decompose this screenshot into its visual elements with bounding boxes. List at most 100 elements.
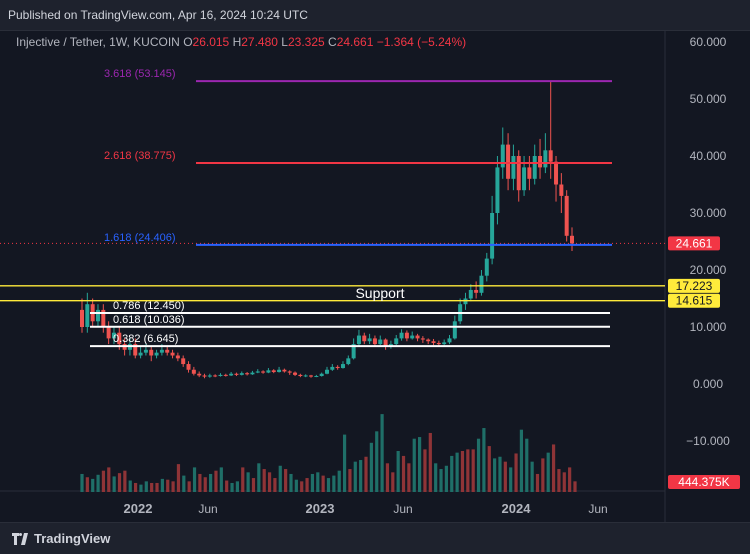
candle-body[interactable]	[85, 304, 90, 327]
symbol-title[interactable]: Injective / Tether, 1W, KUCOIN	[16, 35, 180, 49]
candle-body[interactable]	[319, 373, 324, 377]
candle-body[interactable]	[404, 332, 409, 339]
candle-body[interactable]	[191, 369, 196, 374]
candle-body[interactable]	[538, 156, 543, 168]
candle-body[interactable]	[314, 376, 319, 378]
candle-body[interactable]	[266, 370, 271, 373]
candle-body[interactable]	[511, 156, 516, 179]
candle-body[interactable]	[154, 352, 159, 356]
candle-body[interactable]	[282, 369, 287, 372]
candle-body[interactable]	[426, 339, 431, 342]
candle-body[interactable]	[490, 213, 495, 259]
candle-body[interactable]	[213, 375, 218, 377]
volume-bar	[493, 458, 497, 492]
candle-body[interactable]	[303, 375, 308, 377]
fib-level-label: 2.618 (38.775)	[104, 150, 176, 162]
candle-body[interactable]	[111, 332, 116, 339]
candle-body[interactable]	[298, 374, 303, 377]
candle-body[interactable]	[410, 335, 415, 339]
price-chart[interactable]: 60.000 50.000 40.000 30.000 20.000 10.000 0.00…	[0, 30, 750, 522]
candle-body[interactable]	[138, 352, 143, 356]
candle-body[interactable]	[479, 275, 484, 293]
candle-body[interactable]	[335, 366, 340, 369]
candle-body[interactable]	[245, 373, 250, 375]
candle-body[interactable]	[367, 338, 372, 342]
candle-body[interactable]	[330, 366, 335, 370]
tradingview-brand[interactable]: TradingView	[12, 531, 110, 546]
candle-body[interactable]	[250, 372, 255, 375]
candle-body[interactable]	[143, 349, 148, 353]
candle-body[interactable]	[532, 156, 537, 179]
candle-body[interactable]	[229, 373, 234, 376]
candle-body[interactable]	[468, 289, 473, 299]
candle-body[interactable]	[325, 369, 329, 374]
volume-bar	[391, 472, 395, 492]
candle-body[interactable]	[106, 327, 111, 339]
volume-bar	[182, 475, 186, 492]
candle-body[interactable]	[447, 338, 452, 343]
volume-bar	[439, 469, 443, 492]
candle-body[interactable]	[287, 371, 292, 373]
candle-body[interactable]	[543, 150, 548, 168]
candle-body[interactable]	[175, 355, 180, 359]
candle-body[interactable]	[431, 341, 436, 343]
candle-body[interactable]	[495, 167, 500, 213]
candle-body[interactable]	[80, 309, 84, 327]
candle-body[interactable]	[484, 258, 489, 276]
candle-body[interactable]	[117, 332, 122, 345]
volume-bar	[278, 465, 282, 492]
candle-body[interactable]	[415, 335, 420, 339]
candle-body[interactable]	[170, 352, 175, 356]
candle-body[interactable]	[255, 371, 260, 373]
candle-body[interactable]	[378, 339, 383, 345]
candle-body[interactable]	[309, 375, 314, 377]
volume-bar	[407, 463, 411, 492]
candle-body[interactable]	[452, 321, 457, 339]
candle-body[interactable]	[165, 349, 170, 353]
candle-body[interactable]	[277, 369, 282, 373]
change-value: −1.364 (−5.24%)	[376, 35, 467, 49]
candle-body[interactable]	[234, 373, 239, 375]
x-tick-label: 2022	[124, 501, 153, 516]
candle-body[interactable]	[394, 338, 399, 345]
candle-body[interactable]	[564, 195, 569, 236]
candle-body[interactable]	[500, 144, 505, 168]
candle-body[interactable]	[340, 364, 345, 369]
candle-body[interactable]	[527, 167, 532, 179]
candle-body[interactable]	[356, 335, 361, 345]
candle-body[interactable]	[149, 349, 154, 356]
fib-level-label: 1.618 (24.406)	[104, 232, 176, 244]
candle-body[interactable]	[346, 358, 351, 365]
candle-body[interactable]	[516, 156, 521, 191]
candle-body[interactable]	[554, 161, 559, 185]
candle-body[interactable]	[548, 150, 553, 162]
candle-body[interactable]	[506, 144, 511, 179]
candle-body[interactable]	[570, 235, 574, 244]
candle-body[interactable]	[362, 335, 367, 342]
candle-body[interactable]	[293, 372, 298, 375]
candle-body[interactable]	[159, 349, 164, 353]
candle-body[interactable]	[181, 358, 186, 365]
candle-body[interactable]	[218, 374, 223, 377]
candle-body[interactable]	[522, 167, 527, 191]
candle-body[interactable]	[133, 344, 138, 356]
candle-body[interactable]	[372, 338, 377, 345]
candle-body[interactable]	[351, 344, 356, 359]
candle-body[interactable]	[559, 184, 564, 196]
candle-body[interactable]	[261, 371, 266, 373]
candle-body[interactable]	[239, 373, 244, 375]
candle-body[interactable]	[383, 339, 388, 347]
candle-body[interactable]	[197, 373, 202, 376]
candle-body[interactable]	[202, 375, 207, 377]
candle-body[interactable]	[101, 309, 106, 327]
candle-body[interactable]	[186, 364, 191, 370]
candle-body[interactable]	[399, 332, 404, 339]
candle-body[interactable]	[474, 289, 479, 293]
candle-body[interactable]	[420, 338, 425, 340]
candle-body[interactable]	[436, 342, 441, 345]
candle-body[interactable]	[271, 370, 276, 373]
candle-body[interactable]	[442, 342, 447, 345]
candle-body[interactable]	[95, 309, 100, 322]
candle-body[interactable]	[223, 374, 228, 376]
candle-body[interactable]	[207, 375, 212, 377]
